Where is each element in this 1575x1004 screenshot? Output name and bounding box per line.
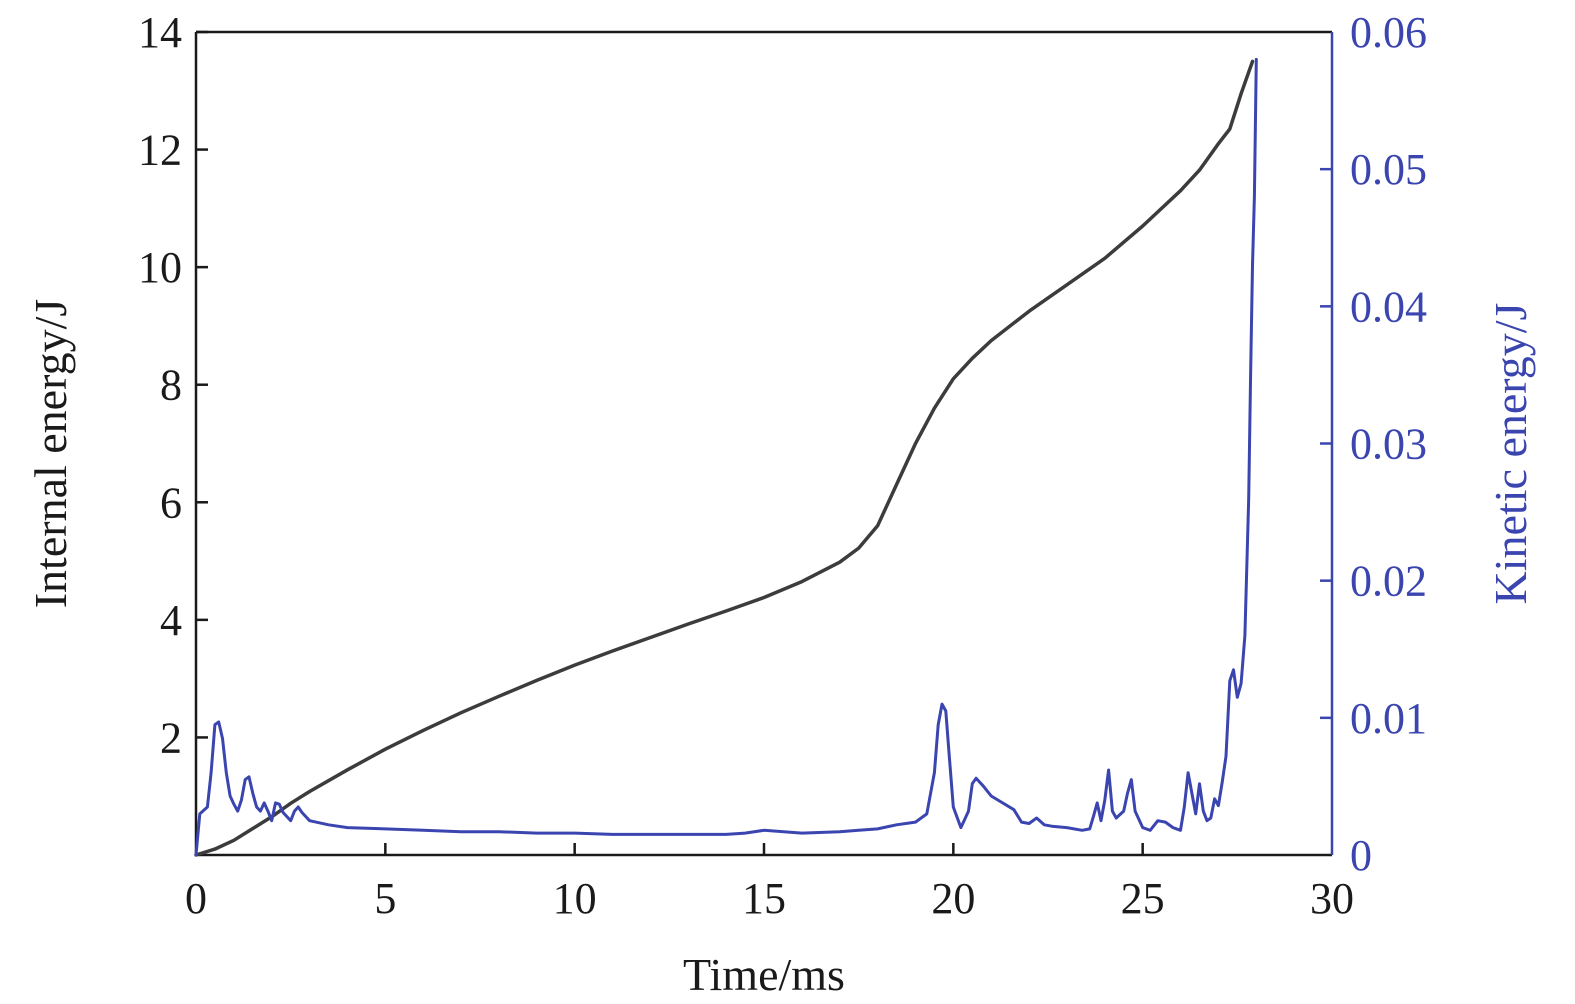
y-right-tick-label: 0.04 — [1350, 282, 1427, 331]
plot-frame — [194, 30, 1334, 857]
y-right-tick-label: 0.03 — [1350, 420, 1427, 469]
x-tick-label: 5 — [374, 874, 396, 923]
y-left-tick-label: 14 — [138, 8, 182, 57]
x-tick-label: 30 — [1310, 874, 1354, 923]
y-right-axis-ticks: 0 0.01 0.02 0.03 0.04 0.05 0.06 — [1320, 8, 1427, 880]
y-right-tick-label: 0 — [1350, 831, 1372, 880]
x-axis-title: Time/ms — [683, 949, 845, 1000]
x-tick-label: 20 — [931, 874, 975, 923]
kinetic-energy-line — [194, 57, 1258, 857]
y-right-tick-label: 0.05 — [1350, 145, 1427, 194]
y-left-axis-ticks: 2 4 6 8 10 12 14 — [138, 8, 208, 762]
x-tick-label: 0 — [185, 874, 207, 923]
y-left-tick-label: 4 — [160, 596, 182, 645]
series-layer — [194, 57, 1258, 857]
y-left-axis-title: Internal energy/J — [25, 299, 76, 609]
y-right-tick-label: 0.02 — [1350, 557, 1427, 606]
y-left-tick-label: 6 — [160, 478, 182, 527]
y-right-tick-label: 0.01 — [1350, 694, 1427, 743]
x-tick-label: 25 — [1121, 874, 1165, 923]
y-left-tick-label: 2 — [160, 713, 182, 762]
y-right-axis-title: Kinetic energy/J — [1485, 303, 1536, 605]
y-left-tick-label: 8 — [160, 361, 182, 410]
x-axis-ticks: 0 5 10 15 20 25 30 — [185, 843, 1354, 923]
x-tick-label: 10 — [553, 874, 597, 923]
y-right-tick-label: 0.06 — [1350, 8, 1427, 57]
y-left-tick-label: 10 — [138, 243, 182, 292]
x-tick-label: 15 — [742, 874, 786, 923]
y-left-tick-label: 12 — [138, 126, 182, 175]
internal-energy-line — [194, 59, 1255, 857]
